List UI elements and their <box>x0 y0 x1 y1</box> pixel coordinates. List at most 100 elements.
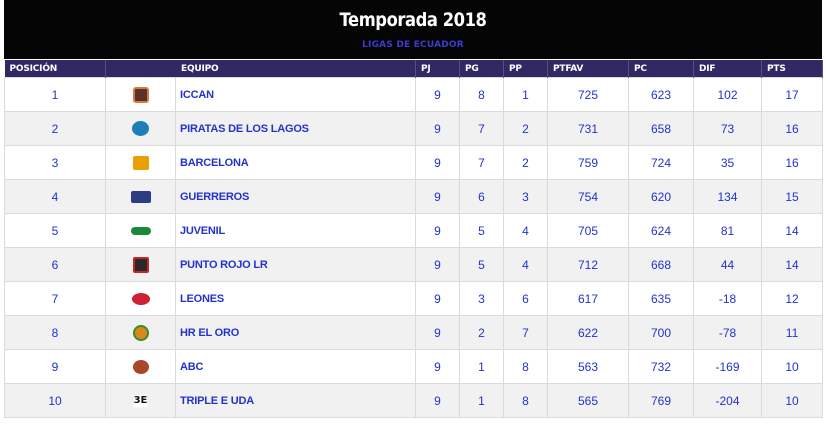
pg-cell: 5 <box>459 213 505 248</box>
col-header-pg: PG <box>459 60 505 78</box>
col-header-pts: PTS <box>761 60 824 78</box>
dif-cell: 35 <box>693 145 763 180</box>
leones-logo-icon <box>131 293 150 306</box>
pc-cell: 700 <box>628 315 695 350</box>
pts-cell: 10 <box>761 383 824 418</box>
pc-cell: 623 <box>628 77 695 112</box>
pp-cell: 3 <box>503 179 549 214</box>
ptfav-cell: 712 <box>547 247 630 282</box>
position-cell: 7 <box>4 281 106 316</box>
table-row: 2 PIRATAS DE LOS LAGOS 9 7 2 731 658 73 … <box>4 111 824 146</box>
iccan-logo-icon <box>132 86 149 103</box>
col-header-posicion: POSICIÓN <box>4 60 106 78</box>
table-row: 1 ICCAN 9 8 1 725 623 102 17 <box>4 77 824 112</box>
team-name-link[interactable]: PUNTO ROJO LR <box>174 247 417 282</box>
pg-cell: 5 <box>459 247 505 282</box>
team-name-link[interactable]: PIRATAS DE LOS LAGOS <box>174 111 417 146</box>
pts-cell: 14 <box>761 247 824 282</box>
ptfav-cell: 617 <box>547 281 630 316</box>
pts-cell: 16 <box>761 145 824 180</box>
pc-cell: 635 <box>628 281 695 316</box>
hr-el-oro-logo-icon <box>132 324 149 341</box>
piratas-logo-icon <box>132 121 149 137</box>
pj-cell: 9 <box>415 247 461 282</box>
team-name-link[interactable]: ICCAN <box>174 77 417 112</box>
ptfav-cell: 754 <box>547 179 630 214</box>
ptfav-cell: 705 <box>547 213 630 248</box>
table-row: 3 BARCELONA 9 7 2 759 724 35 16 <box>4 145 824 180</box>
pc-cell: 668 <box>628 247 695 282</box>
table-header-row: POSICIÓN EQUIPO PJ PG PP PTFAV PC DIF PT… <box>4 60 824 78</box>
team-name-link[interactable]: TRIPLE E UDA <box>174 383 417 418</box>
dif-cell: -18 <box>693 281 763 316</box>
position-cell: 9 <box>4 349 106 384</box>
pc-cell: 658 <box>628 111 695 146</box>
team-name-link[interactable]: JUVENIL <box>174 213 417 248</box>
pj-cell: 9 <box>415 213 461 248</box>
position-cell: 4 <box>4 179 106 214</box>
pj-cell: 9 <box>415 383 461 418</box>
logo-cell: 3E <box>105 383 176 418</box>
barcelona-logo-icon <box>132 155 149 170</box>
team-name-link[interactable]: LEONES <box>174 281 417 316</box>
pc-cell: 732 <box>628 349 695 384</box>
dif-cell: -78 <box>693 315 763 350</box>
dif-cell: 73 <box>693 111 763 146</box>
pts-cell: 14 <box>761 213 824 248</box>
ptfav-cell: 565 <box>547 383 630 418</box>
pp-cell: 6 <box>503 281 549 316</box>
dif-cell: -169 <box>693 349 763 384</box>
abc-logo-icon <box>132 359 149 374</box>
pg-cell: 7 <box>459 111 505 146</box>
table-row: 6 PUNTO ROJO LR 9 5 4 712 668 44 14 <box>4 247 824 282</box>
table-row: 9 ABC 9 1 8 563 732 -169 10 <box>4 349 824 384</box>
ptfav-cell: 731 <box>547 111 630 146</box>
pc-cell: 624 <box>628 213 695 248</box>
pg-cell: 8 <box>459 77 505 112</box>
logo-cell <box>105 179 176 214</box>
logo-cell <box>105 349 176 384</box>
col-header-dif: DIF <box>693 60 763 78</box>
table-row: 8 HR EL ORO 9 2 7 622 700 -78 11 <box>4 315 824 350</box>
col-header-equipo: EQUIPO <box>105 60 417 78</box>
team-name-link[interactable]: ABC <box>174 349 417 384</box>
pts-cell: 10 <box>761 349 824 384</box>
pts-cell: 16 <box>761 111 824 146</box>
pp-cell: 8 <box>503 383 549 418</box>
col-header-pc: PC <box>628 60 695 78</box>
team-name-link[interactable]: BARCELONA <box>174 145 417 180</box>
pg-cell: 3 <box>459 281 505 316</box>
pp-cell: 7 <box>503 315 549 350</box>
juvenil-logo-icon <box>130 227 151 236</box>
logo-cell <box>105 213 176 248</box>
standings-table: POSICIÓN EQUIPO PJ PG PP PTFAV PC DIF PT… <box>4 60 824 418</box>
pg-cell: 7 <box>459 145 505 180</box>
logo-cell <box>105 315 176 350</box>
position-cell: 3 <box>4 145 106 180</box>
position-cell: 6 <box>4 247 106 282</box>
logo-cell <box>105 111 176 146</box>
pp-cell: 2 <box>503 145 549 180</box>
pg-cell: 2 <box>459 315 505 350</box>
logo-cell <box>105 145 176 180</box>
pj-cell: 9 <box>415 315 461 350</box>
pj-cell: 9 <box>415 179 461 214</box>
pp-cell: 2 <box>503 111 549 146</box>
col-header-ptfav: PTFAV <box>547 60 630 78</box>
pts-cell: 17 <box>761 77 824 112</box>
team-name-link[interactable]: HR EL ORO <box>174 315 417 350</box>
table-row: 10 3E TRIPLE E UDA 9 1 8 565 769 -204 10 <box>4 383 824 418</box>
logo-cell <box>105 77 176 112</box>
pj-cell: 9 <box>415 111 461 146</box>
ptfav-cell: 563 <box>547 349 630 384</box>
logo-cell <box>105 281 176 316</box>
team-name-link[interactable]: GUERREROS <box>174 179 417 214</box>
dif-cell: -204 <box>693 383 763 418</box>
pc-cell: 620 <box>628 179 695 214</box>
position-cell: 2 <box>4 111 106 146</box>
pts-cell: 12 <box>761 281 824 316</box>
pj-cell: 9 <box>415 145 461 180</box>
dif-cell: 102 <box>693 77 763 112</box>
pp-cell: 4 <box>503 213 549 248</box>
triple-e-logo-icon: 3E <box>133 395 148 408</box>
